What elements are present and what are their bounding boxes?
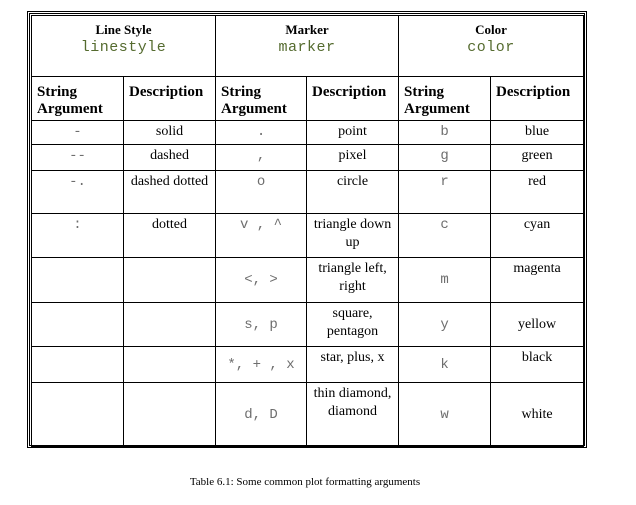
string-argument-cell: -.: [31, 170, 124, 214]
description-cell: dashed: [122, 144, 217, 171]
table-row: -- dashed, pixel g green: [31, 144, 585, 171]
group-line-style: Line Style linestyle: [30, 15, 217, 77]
string-argument-cell: [31, 382, 124, 447]
description-cell: circle: [306, 170, 400, 214]
description-cell: blue: [490, 120, 585, 145]
description-cell: thin diamond, diamond: [306, 382, 400, 447]
description-cell: dotted: [122, 213, 217, 258]
subheader-cell: String Argument: [31, 76, 124, 121]
table-row: -. dashed dotted o circle r red: [31, 170, 585, 214]
description-cell: star, plus, x: [306, 346, 400, 383]
group-header-row: Line Style linestyle Marker marker Color…: [30, 15, 585, 77]
group-marker: Marker marker: [215, 15, 400, 77]
description-cell: pixel: [306, 144, 400, 171]
string-argument-cell: :: [31, 213, 124, 258]
string-argument-cell: g: [398, 144, 492, 171]
description-cell: [122, 302, 217, 347]
description-cell: white: [490, 382, 585, 447]
string-argument-cell: [31, 346, 124, 383]
string-argument-cell: -: [31, 120, 124, 145]
description-cell: [122, 257, 217, 303]
string-argument-cell: *, + , x: [215, 346, 308, 383]
string-argument-cell: o: [215, 170, 308, 214]
subheader-cell: String Argument: [215, 76, 308, 121]
string-argument-cell: --: [31, 144, 124, 171]
string-argument-cell: c: [398, 213, 492, 258]
string-argument-cell: ,: [215, 144, 308, 171]
description-cell: triangle left, right: [306, 257, 400, 303]
description-cell: black: [490, 346, 585, 383]
string-argument-cell: b: [398, 120, 492, 145]
description-cell: [122, 382, 217, 447]
table-row: s, p square, pentagon y yellow: [31, 302, 585, 347]
description-cell: solid: [122, 120, 217, 145]
group-code: linestyle: [80, 39, 167, 56]
group-title: Line Style: [95, 22, 152, 37]
group-code: marker: [278, 39, 336, 56]
group-color: Color color: [398, 15, 585, 77]
table-row: - solid. point b blue: [31, 120, 585, 145]
string-argument-cell: .: [215, 120, 308, 145]
subheader-cell: Description: [490, 76, 585, 121]
subheader-cell: Description: [306, 76, 400, 121]
string-argument-cell: y: [398, 302, 492, 347]
description-cell: dashed dotted: [122, 170, 217, 214]
plot-format-table: Line Style linestyle Marker marker Color…: [30, 15, 585, 447]
string-argument-cell: d, D: [215, 382, 308, 447]
string-argument-cell: w: [398, 382, 492, 447]
description-cell: triangle down up: [306, 213, 400, 258]
string-argument-cell: v , ^: [215, 213, 308, 258]
subheader-cell: Description: [122, 76, 217, 121]
table-row: <, > triangle left, right m magenta: [31, 257, 585, 303]
table-row: : dotted v , ^ triangle down up c cyan: [31, 213, 585, 258]
string-argument-cell: s, p: [215, 302, 308, 347]
group-title: Color: [475, 22, 507, 37]
description-cell: yellow: [490, 302, 585, 347]
table-frame: [27, 11, 587, 448]
string-argument-cell: k: [398, 346, 492, 383]
group-title: Marker: [285, 22, 329, 37]
subheader-row: String Argument Description String Argum…: [31, 76, 585, 121]
string-argument-cell: <, >: [215, 257, 308, 303]
description-cell: [122, 346, 217, 383]
string-argument-cell: r: [398, 170, 492, 214]
description-cell: red: [490, 170, 585, 214]
description-cell: magenta: [490, 257, 585, 303]
string-argument-cell: m: [398, 257, 492, 303]
string-argument-cell: [31, 302, 124, 347]
description-cell: green: [490, 144, 585, 171]
table-row: *, + , x star, plus, x k black: [31, 346, 585, 383]
table-caption: Table 6.1: Some common plot formatting a…: [189, 476, 421, 488]
description-cell: point: [306, 120, 400, 145]
description-cell: square, pentagon: [306, 302, 400, 347]
description-cell: cyan: [490, 213, 585, 258]
string-argument-cell: [31, 257, 124, 303]
subheader-cell: String Argument: [398, 76, 492, 121]
group-code: color: [467, 39, 515, 56]
